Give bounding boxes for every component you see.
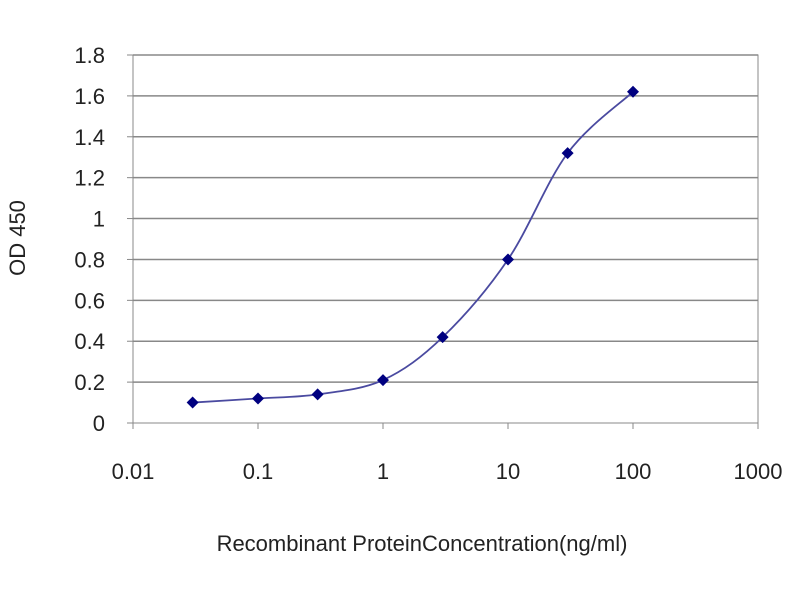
x-axis-label: Recombinant ProteinConcentration(ng/ml) [217,531,628,556]
x-tick-label: 1 [377,459,389,484]
y-tick-label: 0 [93,411,105,436]
x-tick-label: 1000 [734,459,783,484]
data-point [252,392,264,405]
data-point [502,253,514,266]
y-tick-label: 1.6 [74,84,105,109]
y-tick-label: 0.8 [74,247,105,272]
y-tick-label: 1.8 [74,43,105,68]
plot-area [132,54,759,424]
series-layer [186,85,639,409]
data-point [311,388,324,401]
y-tick-label: 0.6 [74,288,105,313]
x-tick-label: 0.1 [243,459,274,484]
y-tick-label: 0.4 [74,329,105,354]
y-tick-label: 1.2 [74,166,105,191]
y-tick-label: 0.2 [74,370,105,395]
data-point [561,147,574,160]
data-point [186,396,199,409]
y-axis-ticks: 0 0.2 0.4 0.6 0.8 1 1.2 1.4 1.6 1.8 [74,43,133,436]
y-axis-label: OD 450 [5,200,30,276]
data-point [627,85,639,98]
x-tick-label: 0.01 [112,459,155,484]
data-point [436,331,449,344]
data-point [377,374,389,387]
x-axis-ticks: 0.01 0.1 1 10 100 1000 [112,423,783,484]
y-tick-label: 1.4 [74,125,105,150]
x-tick-label: 10 [496,459,520,484]
y-tick-label: 1 [93,207,105,232]
series-line [192,91,634,404]
grid-layer [133,54,758,383]
x-tick-label: 100 [615,459,652,484]
